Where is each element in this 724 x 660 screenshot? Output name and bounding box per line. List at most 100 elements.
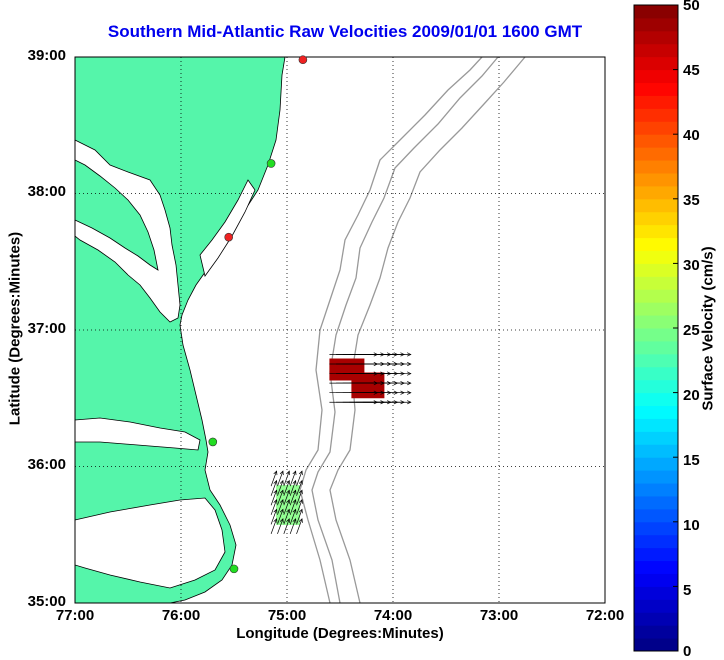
velocity-arrowhead bbox=[298, 518, 303, 523]
velocity-arrow bbox=[289, 490, 296, 506]
colorbar-band bbox=[634, 431, 678, 445]
colorbar-band bbox=[634, 237, 678, 251]
velocity-arrowhead bbox=[273, 499, 278, 504]
colorbar-band bbox=[634, 95, 678, 109]
velocity-arrowhead bbox=[279, 499, 284, 504]
velocity-arrow bbox=[296, 509, 303, 525]
velocity-arrowhead bbox=[292, 479, 297, 485]
colorbar-band bbox=[634, 418, 678, 432]
chesapeake-bay bbox=[74, 139, 256, 589]
x-tick-label: 76:00 bbox=[161, 607, 201, 624]
y-tick-label: 38:00 bbox=[27, 183, 66, 200]
station-marker bbox=[298, 55, 308, 65]
colorbar-band bbox=[634, 599, 678, 613]
colorbar-tick-label: 10 bbox=[683, 517, 700, 534]
colorbar-tick-label: 20 bbox=[683, 387, 700, 404]
colorbar-band bbox=[634, 5, 678, 19]
colorbar-band bbox=[634, 405, 678, 419]
colorbar-band bbox=[634, 379, 678, 394]
colorbar-band bbox=[634, 586, 678, 600]
velocity-arrowhead bbox=[279, 508, 284, 514]
colorbar-band bbox=[634, 198, 678, 213]
bay-water bbox=[74, 139, 181, 323]
colorbar-tick-label: 5 bbox=[683, 582, 692, 599]
velocity-arrow bbox=[277, 480, 284, 496]
x-axis-label: Longitude (Degrees:Minutes) bbox=[236, 625, 444, 642]
velocity-vectors bbox=[270, 352, 412, 535]
velocity-arrow bbox=[270, 509, 277, 525]
colorbar-band bbox=[634, 160, 678, 174]
velocity-arrow bbox=[296, 470, 303, 487]
velocity-arrow bbox=[277, 499, 284, 515]
velocity-arrowhead bbox=[407, 371, 412, 376]
colorbar-band bbox=[634, 612, 678, 626]
eastern-shore-inlet bbox=[199, 179, 256, 277]
colorbar-band bbox=[634, 547, 678, 562]
velocity-arrow bbox=[270, 480, 277, 496]
colorbar-tick-label: 0 bbox=[683, 643, 692, 660]
velocity-arrow bbox=[283, 499, 290, 515]
colorbar bbox=[633, 4, 679, 652]
plot-frame bbox=[74, 56, 606, 604]
colorbar-tick-label: 25 bbox=[683, 322, 700, 339]
colorbar-band bbox=[634, 17, 678, 32]
colorbar-band bbox=[634, 457, 678, 471]
colorbar-band bbox=[634, 444, 678, 458]
colorbar-band bbox=[634, 495, 678, 510]
colorbar-band bbox=[634, 340, 678, 355]
station-marker bbox=[266, 159, 276, 168]
colorbar-band bbox=[634, 108, 678, 122]
velocity-arrowhead bbox=[279, 479, 284, 485]
colorbar-band bbox=[634, 185, 678, 200]
velocity-arrowhead bbox=[286, 479, 291, 485]
colorbar-band bbox=[634, 121, 678, 135]
y-tick-label: 37:00 bbox=[27, 320, 66, 337]
colorbar-band bbox=[634, 30, 678, 45]
colorbar-band bbox=[634, 276, 678, 290]
contour-mid bbox=[311, 56, 499, 604]
colorbar-tick-label: 40 bbox=[683, 127, 700, 144]
velocity-arrowhead bbox=[292, 508, 297, 514]
velocity-arrowhead bbox=[298, 499, 303, 504]
velocity-arrow bbox=[277, 518, 284, 535]
velocity-arrowhead bbox=[292, 489, 297, 495]
velocity-arrowhead bbox=[407, 400, 412, 405]
velocity-arrow bbox=[289, 470, 296, 487]
velocity-arrowhead bbox=[286, 470, 291, 476]
velocity-arrowhead bbox=[298, 470, 303, 476]
x-tick-label: 75:00 bbox=[267, 607, 307, 624]
colorbar-band bbox=[634, 172, 678, 187]
colorbar-tick-label: 45 bbox=[683, 62, 700, 79]
velocity-arrowhead bbox=[407, 352, 412, 357]
colorbar-tick-label: 30 bbox=[683, 257, 700, 274]
velocity-arrow bbox=[283, 470, 290, 487]
velocity-arrow bbox=[289, 480, 296, 496]
colorbar-band bbox=[634, 625, 678, 639]
colorbar-label: Surface Velocity (cm/s) bbox=[699, 246, 717, 411]
velocity-arrow bbox=[277, 470, 284, 487]
colorbar-band bbox=[634, 638, 678, 652]
colorbar-band bbox=[634, 521, 678, 536]
x-tick-label: 77:00 bbox=[55, 607, 95, 624]
colorbar-band bbox=[634, 366, 678, 381]
velocity-arrowhead bbox=[273, 518, 278, 523]
colorbar-band bbox=[634, 211, 678, 226]
colorbar-band bbox=[634, 289, 678, 303]
velocity-arrow bbox=[270, 490, 277, 506]
velocity-arrow bbox=[296, 518, 303, 535]
velocity-arrowhead bbox=[286, 499, 291, 504]
velocity-arrowhead bbox=[292, 518, 297, 523]
velocity-arrow bbox=[296, 480, 303, 496]
velocity-arrowhead bbox=[407, 361, 412, 367]
colorbar-band bbox=[634, 560, 678, 574]
colorbar-band bbox=[634, 250, 678, 264]
velocity-arrow bbox=[283, 518, 290, 535]
station-markers bbox=[208, 55, 308, 574]
velocity-arrowhead bbox=[286, 508, 291, 514]
pamlico-sound bbox=[74, 497, 226, 589]
colorbar-band bbox=[634, 328, 678, 342]
velocity-arrowhead bbox=[279, 489, 284, 495]
velocity-arrowhead bbox=[279, 518, 284, 523]
colorbar-tick-label: 15 bbox=[683, 452, 700, 469]
